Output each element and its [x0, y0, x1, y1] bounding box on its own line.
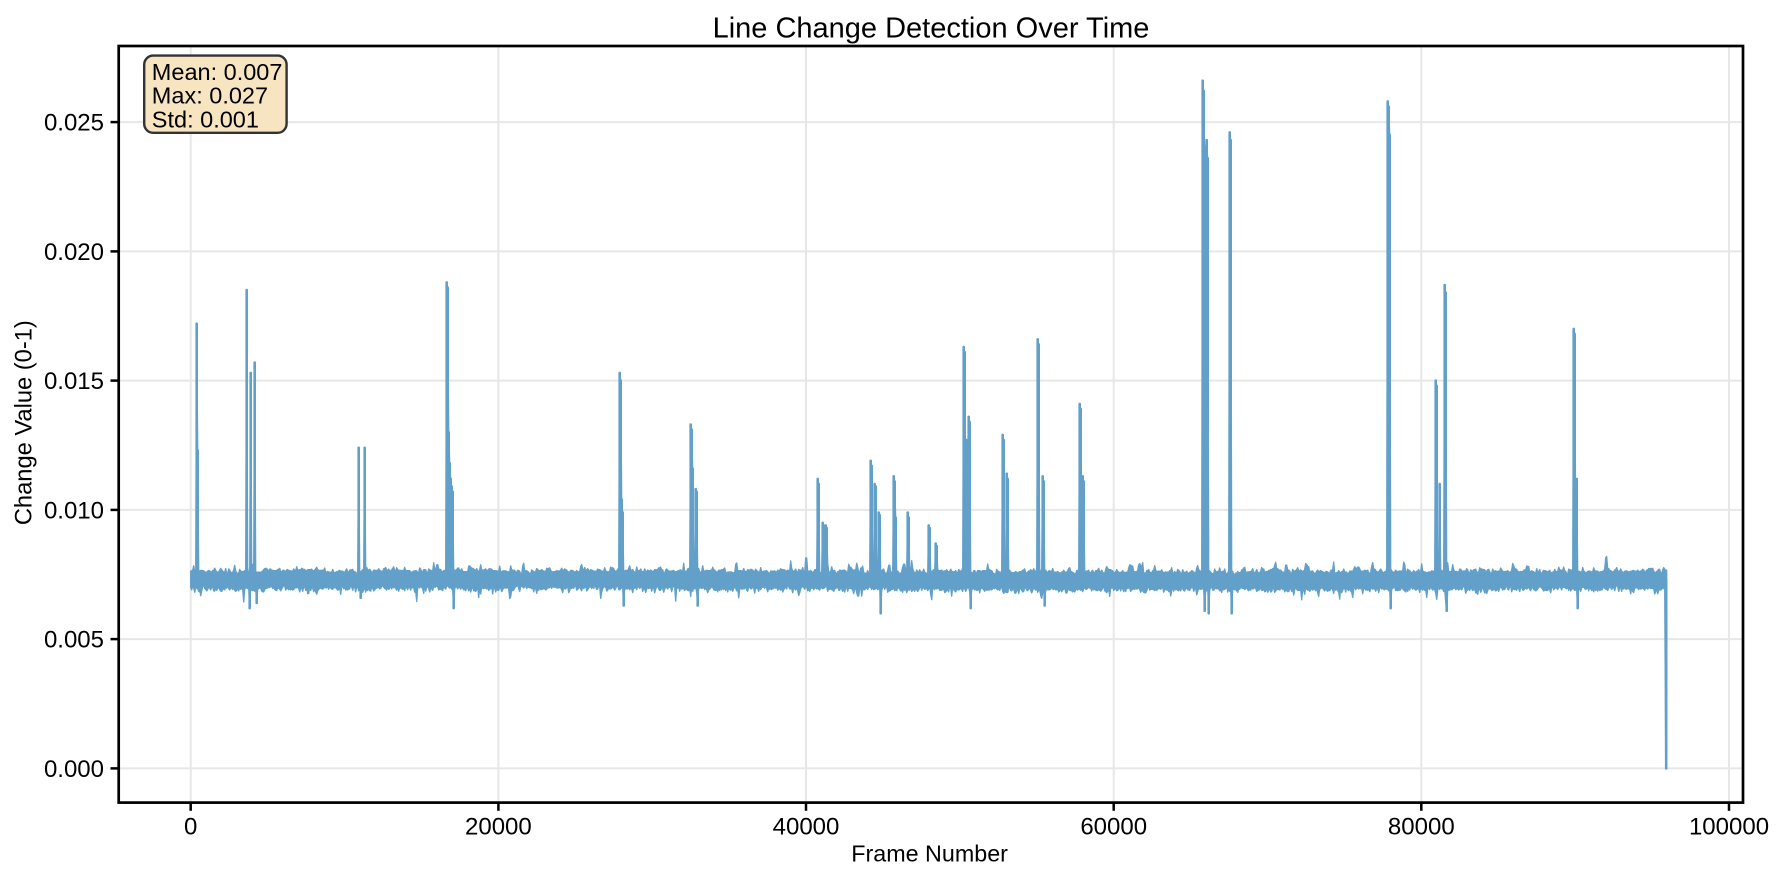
svg-text:0.025: 0.025 [44, 110, 104, 137]
svg-text:Change Value (0-1): Change Value (0-1) [12, 320, 38, 525]
svg-text:0: 0 [184, 814, 197, 841]
svg-text:0.005: 0.005 [44, 627, 104, 654]
svg-text:80000: 80000 [1388, 814, 1455, 841]
svg-text:Frame Number: Frame Number [851, 841, 1008, 867]
svg-text:100000: 100000 [1689, 814, 1769, 841]
svg-text:Line Change Detection Over Tim: Line Change Detection Over Time [713, 13, 1150, 45]
svg-text:0.020: 0.020 [44, 239, 104, 266]
svg-text:0.000: 0.000 [44, 756, 104, 783]
svg-text:60000: 60000 [1080, 814, 1147, 841]
svg-text:Max: 0.027: Max: 0.027 [152, 83, 268, 109]
svg-text:Mean: 0.007: Mean: 0.007 [152, 59, 283, 85]
svg-text:40000: 40000 [773, 814, 840, 841]
svg-text:Std: 0.001: Std: 0.001 [152, 107, 259, 133]
svg-text:0.010: 0.010 [44, 498, 104, 525]
svg-text:0.015: 0.015 [44, 368, 104, 395]
svg-text:20000: 20000 [465, 814, 532, 841]
